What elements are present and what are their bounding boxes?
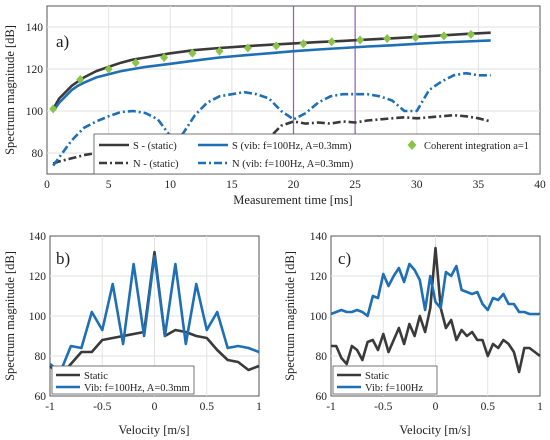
p0-point-coherent-integration-a-1	[411, 33, 420, 42]
panel-a-xlabel: Measurement time [ms]	[233, 193, 352, 207]
p2-xtick-label: -0.5	[374, 401, 392, 413]
panel-a-label: a)	[56, 32, 69, 51]
p0-ytick-label: 120	[26, 64, 44, 76]
panel-c-ylabel: Spectrum magnitude [dB]	[283, 251, 297, 381]
panel-c: -1 -0.5 0 0.5 1 60 80 100 120 140 c) Velocity [m/…	[283, 231, 543, 437]
p1-ytick-label: 120	[29, 271, 47, 283]
legend-label-s-static: S - (static)	[133, 141, 177, 152]
panel-c-legend-box	[332, 365, 438, 395]
p1-xtick-label: 0	[152, 401, 158, 413]
panel-c-legend: Static Vib: f=100Hz	[332, 365, 438, 395]
panel-b-label: b)	[56, 249, 70, 268]
legend-label-c-static: Static	[365, 371, 389, 382]
legend-label-b-vib: Vib: f=100Hz, A=0.3mm	[84, 383, 190, 394]
p2-xtick-label: 0	[433, 401, 439, 413]
panel-a: 0 5 10 15 20 25 30 35 40 80 100 120 140 a) Measureme…	[3, 5, 546, 207]
p0-point-coherent-integration-a-1	[439, 31, 448, 41]
p2-xtick-label: 1	[537, 401, 543, 413]
p0-point-coherent-integration-a-1	[188, 48, 197, 58]
p0-xtick-label: 35	[473, 179, 485, 191]
p0-xtick-label: 20	[288, 179, 300, 191]
panel-a-time-markers	[292, 6, 356, 134]
p0-point-coherent-integration-a-1	[466, 29, 475, 39]
p1-xtick-label: 1	[256, 401, 262, 413]
p0-ytick-label: 140	[26, 22, 44, 34]
p0-point-coherent-integration-a-1	[272, 41, 281, 51]
p0-point-coherent-integration-a-1	[49, 104, 58, 114]
p2-xtick-label: -1	[326, 401, 336, 413]
panel-a-legend: S - (static) S (vib: f=100Hz, A=0.3mm) C…	[93, 133, 541, 175]
panel-a-ylabel: Spectrum magnitude [dB]	[3, 25, 17, 155]
p2-line-static	[331, 246, 541, 374]
p0-line-s-vib-f-100hz-a-0-3mm	[52, 39, 491, 112]
panel-b-series-lines	[49, 250, 260, 378]
p1-xtick-label: -0.5	[93, 401, 111, 413]
p0-point-coherent-integration-a-1	[131, 58, 140, 68]
p0-xtick-label: 15	[226, 179, 238, 191]
p2-line-vib-f-100hz	[330, 262, 540, 318]
p0-point-coherent-integration-a-1	[76, 75, 85, 84]
p1-ytick-label: 100	[29, 311, 47, 323]
panel-b-xlabel: Velocity [m/s]	[118, 423, 189, 437]
p2-ytick-label: 80	[316, 351, 328, 363]
p0-point-coherent-integration-a-1	[356, 35, 365, 45]
p0-point-coherent-integration-a-1	[383, 34, 392, 44]
legend-label-n-vib: N (vib: f=100Hz, A=0.3mm)	[232, 159, 354, 170]
p0-xtick-label: 5	[106, 179, 112, 191]
p1-ytick-label: 80	[35, 351, 47, 363]
p0-ytick-label: 100	[26, 106, 44, 118]
panel-c-tick-labels: -1 -0.5 0 0.5 1 60 80 100 120 140	[310, 231, 543, 413]
panel-b-legend: Static Vib: f=100Hz, A=0.3mm	[51, 365, 195, 395]
panel-a-tick-labels: 0 5 10 15 20 25 30 35 40 80 100 120 140	[26, 22, 546, 191]
legend-swatch-coherent	[407, 140, 417, 150]
p1-line-vib-f-100hz-a-0-3mm	[49, 254, 260, 374]
panel-c-xlabel: Velocity [m/s]	[399, 423, 470, 437]
p1-line-static	[49, 250, 260, 378]
p0-point-coherent-integration-a-1	[327, 37, 336, 47]
p0-xtick-label: 10	[165, 179, 177, 191]
panel-c-label: c)	[338, 249, 351, 268]
p2-xtick-label: 0.5	[481, 401, 496, 413]
p1-xtick-label: -1	[45, 401, 55, 413]
panel-b-ylabel: Spectrum magnitude [dB]	[3, 251, 17, 381]
p2-ytick-label: 120	[310, 271, 328, 283]
panel-b: -1 -0.5 0 0.5 1 60 80 100 120 140 b) Velocity [m/…	[3, 231, 262, 437]
p0-point-coherent-integration-a-1	[215, 46, 224, 56]
p0-point-coherent-integration-a-1	[104, 64, 113, 74]
legend-label-n-static: N - (static)	[133, 159, 179, 170]
p1-ytick-label: 60	[35, 391, 47, 403]
p0-xtick-label: 40	[534, 179, 546, 191]
legend-label-coherent: Coherent integration a=1	[424, 141, 529, 152]
p1-xtick-label: 0.5	[200, 401, 215, 413]
p2-ytick-label: 140	[310, 231, 328, 243]
p0-point-coherent-integration-a-1	[160, 52, 169, 62]
p0-ytick-label: 80	[32, 148, 44, 160]
p0-xtick-label: 0	[44, 179, 50, 191]
p0-line-s-static	[52, 31, 491, 110]
p0-line-n-vib-f-100hz-a-0-3mm	[52, 71, 491, 167]
p0-xtick-label: 25	[349, 179, 361, 191]
p0-point-coherent-integration-a-1	[299, 39, 308, 49]
panel-b-legend-box	[51, 365, 195, 395]
panel-b-tick-labels: -1 -0.5 0 0.5 1 60 80 100 120 140	[29, 231, 262, 413]
p0-point-coherent-integration-a-1	[243, 43, 252, 53]
panel-c-series-lines	[330, 246, 541, 374]
legend-label-c-vib: Vib: f=100Hz	[365, 383, 423, 394]
p2-ytick-label: 100	[310, 311, 328, 323]
p1-ytick-label: 140	[29, 231, 47, 243]
p2-ytick-label: 60	[316, 391, 328, 403]
p0-xtick-label: 30	[411, 179, 423, 191]
legend-label-s-vib: S (vib: f=100Hz, A=0.3mm)	[232, 141, 352, 152]
legend-label-b-static: Static	[84, 371, 108, 382]
panel-a-legend-box	[93, 133, 541, 175]
